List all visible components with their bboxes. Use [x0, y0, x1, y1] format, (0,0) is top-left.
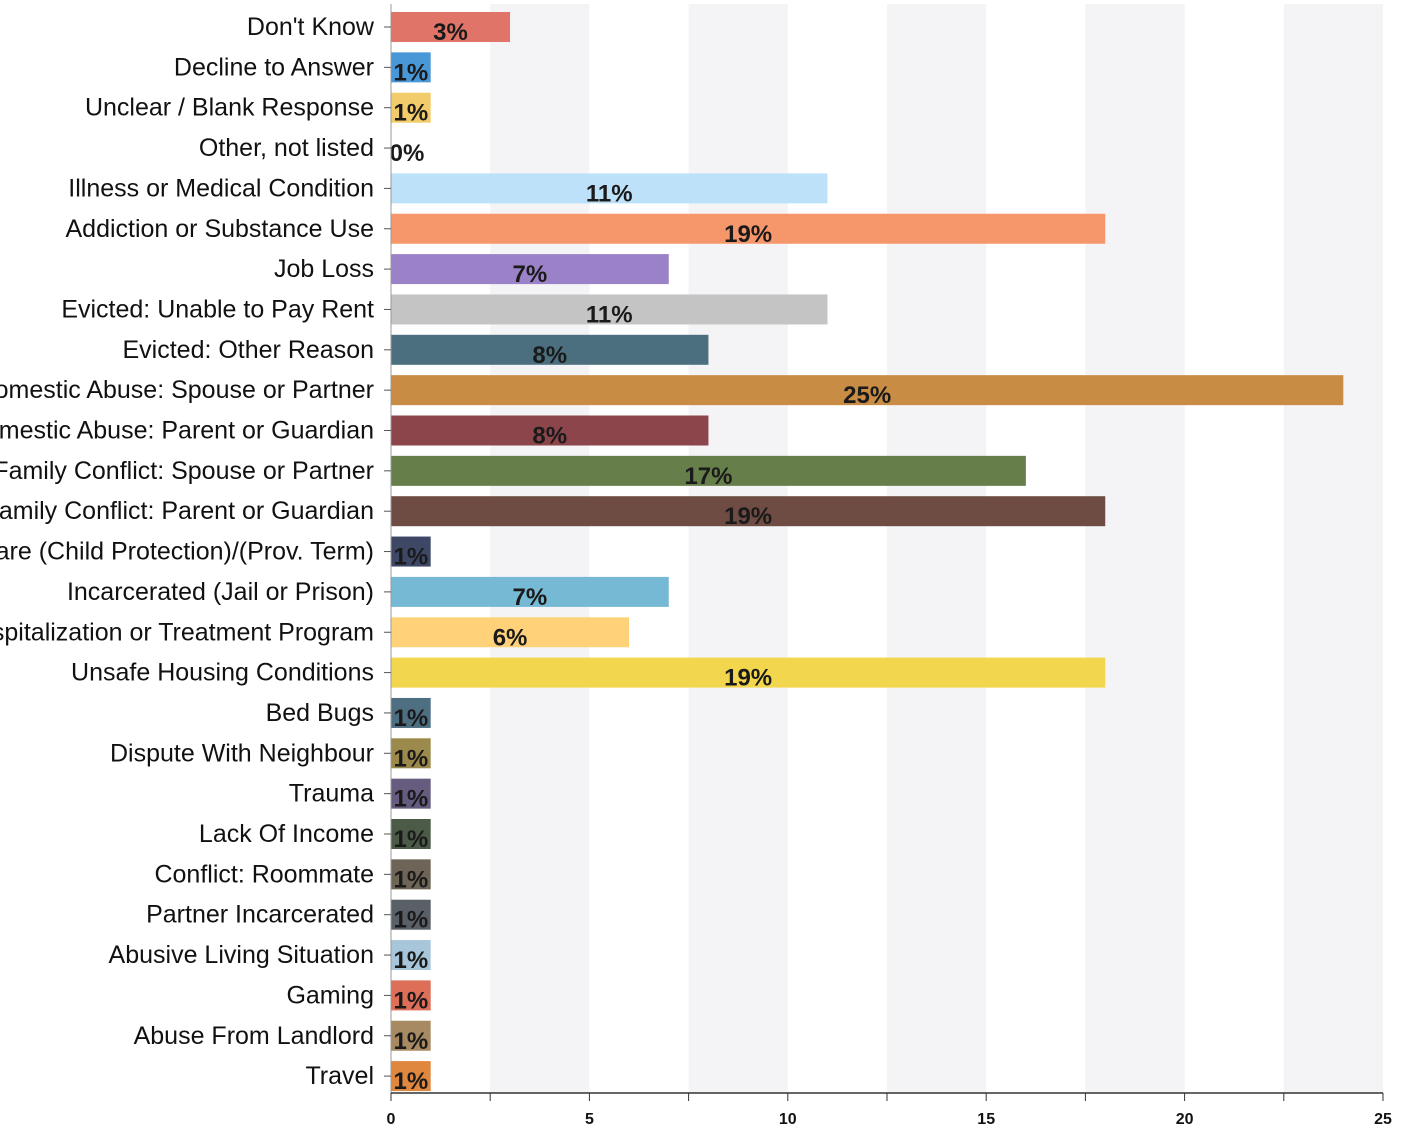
category-label: Evicted: Other Reason [122, 336, 374, 364]
category-label: Illness or Medical Condition [68, 174, 374, 202]
bar-value-label: 11% [586, 180, 633, 207]
category-label: Trauma [289, 780, 374, 808]
bar-value-label: 1% [393, 100, 428, 127]
grid-band [887, 4, 987, 1093]
category-label: Job Loss [274, 255, 374, 283]
axes: 0 5 10 15 20 25 [384, 4, 1392, 1127]
category-label: Abusive Living Situation [109, 941, 374, 969]
grid-band [688, 4, 788, 1093]
grid-band [1283, 4, 1383, 1093]
bar-value-label: 1% [393, 866, 428, 893]
category-label: Incarcerated (Jail or Prison) [67, 578, 374, 606]
bar [391, 617, 630, 648]
bar-value-label: 1% [393, 705, 428, 732]
x-tick-label: 5 [585, 1111, 594, 1127]
bar [391, 1061, 431, 1092]
category-label: Domestic Abuse: Parent or Guardian [0, 417, 374, 445]
bar [391, 940, 431, 971]
category-label: Partner Incarcerated [146, 901, 374, 929]
bar [391, 415, 709, 446]
bar [391, 173, 828, 204]
bar-value-label: 19% [724, 665, 772, 692]
bar [391, 12, 511, 42]
category-label: Lack Of Income [199, 820, 374, 848]
bar-value-label: 25% [843, 382, 891, 409]
bar-value-label: 1% [393, 1068, 428, 1095]
bar [391, 778, 431, 809]
bar-value-label: 17% [684, 463, 732, 490]
bar-value-label: 19% [724, 503, 772, 530]
bar-value-label: 6% [493, 624, 528, 651]
bars-group [391, 12, 1344, 1092]
category-label: Other, not listed [199, 134, 374, 162]
category-label: Family Conflict: Parent or Guardian [0, 497, 374, 525]
x-tick-label: 25 [1374, 1111, 1392, 1127]
bar-value-label: 1% [393, 947, 428, 974]
bar [391, 92, 431, 123]
bar-value-label: 1% [393, 786, 428, 813]
bar [391, 819, 431, 849]
category-label: Decline to Answer [174, 53, 374, 81]
bar-value-label: 1% [393, 1028, 428, 1055]
grid-band [1085, 4, 1185, 1093]
category-label: Travel [305, 1062, 374, 1090]
bar-value-label: 1% [393, 907, 428, 934]
bar [391, 697, 431, 728]
bar-value-label: 1% [393, 745, 428, 772]
x-tick-label: 20 [1176, 1111, 1194, 1127]
x-tick-label: 0 [387, 1111, 396, 1127]
category-label: Dispute With Neighbour [110, 739, 374, 767]
bar-value-label: 3% [433, 19, 468, 46]
bar-value-label: 7% [513, 584, 548, 611]
category-label: Abuse From Landlord [134, 1022, 374, 1050]
bar [391, 899, 431, 930]
bar [391, 980, 431, 1011]
category-label: Left Care (Child Protection)/(Prov. Term… [0, 538, 374, 566]
category-label: Unclear / Blank Response [85, 94, 374, 122]
category-label: Bed Bugs [266, 699, 374, 727]
bar [391, 859, 431, 890]
bar [391, 496, 1106, 527]
bar [391, 576, 669, 607]
grid-band [490, 4, 590, 1093]
bar-value-label: 11% [586, 301, 633, 328]
bar-value-label: 1% [393, 826, 428, 853]
category-label: Domestic Abuse: Spouse or Partner [0, 376, 374, 404]
category-labels: Don't Know Decline to Answer Unclear / Bla… [0, 13, 375, 1090]
category-label: Evicted: Unable to Pay Rent [61, 295, 374, 323]
bar [391, 294, 828, 325]
bar-value-label: 8% [532, 342, 567, 369]
bar [391, 213, 1106, 244]
bar [391, 254, 669, 285]
bar-value-label: 0% [390, 140, 425, 167]
bar-value-label: 19% [724, 221, 772, 248]
data-labels: 3%1%1%0%11%19%7%11%8%25%8%17%19%1%7%6%19… [390, 19, 892, 1095]
bar-value-label: 8% [532, 423, 567, 450]
bar-value-label: 1% [393, 59, 428, 86]
bar [391, 657, 1106, 688]
x-tick-label: 10 [779, 1111, 797, 1127]
bar-value-label: 7% [513, 261, 548, 288]
category-label: Don't Know [247, 13, 375, 41]
category-label: Gaming [286, 981, 374, 1009]
bar [391, 1020, 431, 1051]
x-tick-label: 15 [977, 1111, 995, 1127]
category-label: Hospitalization or Treatment Program [0, 618, 374, 646]
bar-value-label: 1% [393, 544, 428, 571]
bar [391, 455, 1026, 486]
bar [391, 738, 431, 769]
bar [391, 375, 1344, 406]
category-label: Addiction or Substance Use [65, 215, 374, 243]
category-label: Conflict: Roommate [154, 860, 374, 888]
category-label: Unsafe Housing Conditions [71, 659, 374, 687]
bar [391, 536, 431, 567]
category-label: Family Conflict: Spouse or Partner [0, 457, 374, 485]
grid-bands [490, 4, 1383, 1093]
bar [391, 52, 431, 83]
bar-value-label: 1% [393, 987, 428, 1014]
bar [391, 334, 709, 365]
